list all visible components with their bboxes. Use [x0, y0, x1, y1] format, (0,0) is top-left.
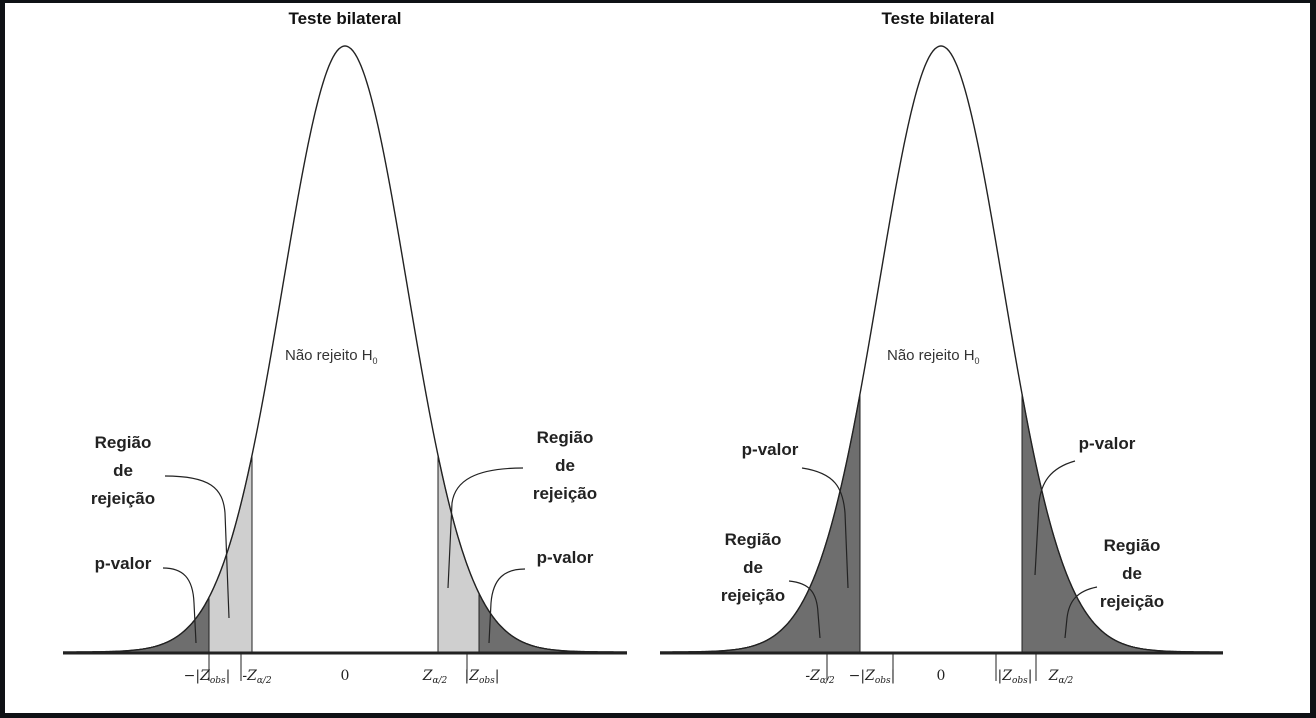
right-leader-reject-right [1064, 586, 1098, 639]
left-title: Teste bilateral [288, 9, 401, 28]
left-normal-curve [63, 45, 627, 653]
slide-canvas: Teste bilateral Não rejeito H0 Região de… [5, 3, 1310, 713]
left-leader-pvalue-left [162, 567, 197, 644]
right-leader-reject-left [788, 580, 821, 639]
left-reject-label-right-1: Região [537, 428, 594, 447]
right-reject-label-right-3: rejeição [1100, 592, 1164, 611]
left-rejection-region-left [63, 455, 253, 653]
right-tick-label-zero: 0 [937, 668, 946, 684]
diagram-svg: Teste bilateral Não rejeito H0 Região de… [63, 9, 1223, 686]
right-tick-label-zobs: |Zobs| [998, 668, 1033, 686]
right-pvalue-label-right: p-valor [1079, 434, 1136, 453]
left-tick-label-neg-zalpha: -Zα/2 [242, 668, 272, 686]
left-pvalue-area-left [63, 597, 210, 653]
left-center-label: Não rejeito H0 [285, 347, 378, 366]
left-pvalue-label-right: p-valor [537, 548, 594, 567]
left-reject-label-left-1: Região [95, 433, 152, 452]
left-pvalue-area-right [478, 593, 627, 653]
left-leader-reject-left [164, 475, 230, 619]
right-diagram: Teste bilateral Não rejeito H0 p-valor R… [660, 9, 1223, 686]
left-leader-pvalue-right [488, 568, 526, 644]
right-tick-label-zalpha: Zα/2 [1048, 668, 1074, 686]
right-normal-curve [660, 45, 1223, 653]
left-reject-label-right-3: rejeição [533, 484, 597, 503]
right-pvalue-area-left [660, 393, 861, 653]
left-tick-label-neg-zobs: −|Zobs| [184, 668, 231, 686]
right-reject-label-left-1: Região [725, 530, 782, 549]
right-title: Teste bilateral [881, 9, 994, 28]
right-tick-label-neg-zobs: −|Zobs| [849, 668, 896, 686]
left-tick-label-zobs: |Zobs| [465, 668, 500, 686]
right-reject-label-left-3: rejeição [721, 586, 785, 605]
left-diagram: Teste bilateral Não rejeito H0 Região de… [63, 9, 627, 686]
right-reject-label-left-2: de [743, 558, 763, 577]
left-reject-label-right-2: de [555, 456, 575, 475]
right-leader-pvalue-right [1034, 460, 1076, 576]
left-reject-label-left-3: rejeição [91, 489, 155, 508]
right-leader-pvalue-left [801, 467, 849, 589]
left-tick-label-zero: 0 [341, 668, 350, 684]
left-reject-label-left-2: de [113, 461, 133, 480]
left-tick-label-zalpha: Zα/2 [422, 668, 448, 686]
right-center-label: Não rejeito H0 [887, 347, 980, 366]
left-leader-reject-right [447, 467, 524, 589]
right-pvalue-label-left: p-valor [742, 440, 799, 459]
right-reject-label-right-1: Região [1104, 536, 1161, 555]
right-pvalue-area-right [1021, 393, 1223, 653]
right-reject-label-right-2: de [1122, 564, 1142, 583]
left-pvalue-label-left: p-valor [95, 554, 152, 573]
right-tick-label-neg-zalpha: -Zα/2 [805, 668, 835, 686]
